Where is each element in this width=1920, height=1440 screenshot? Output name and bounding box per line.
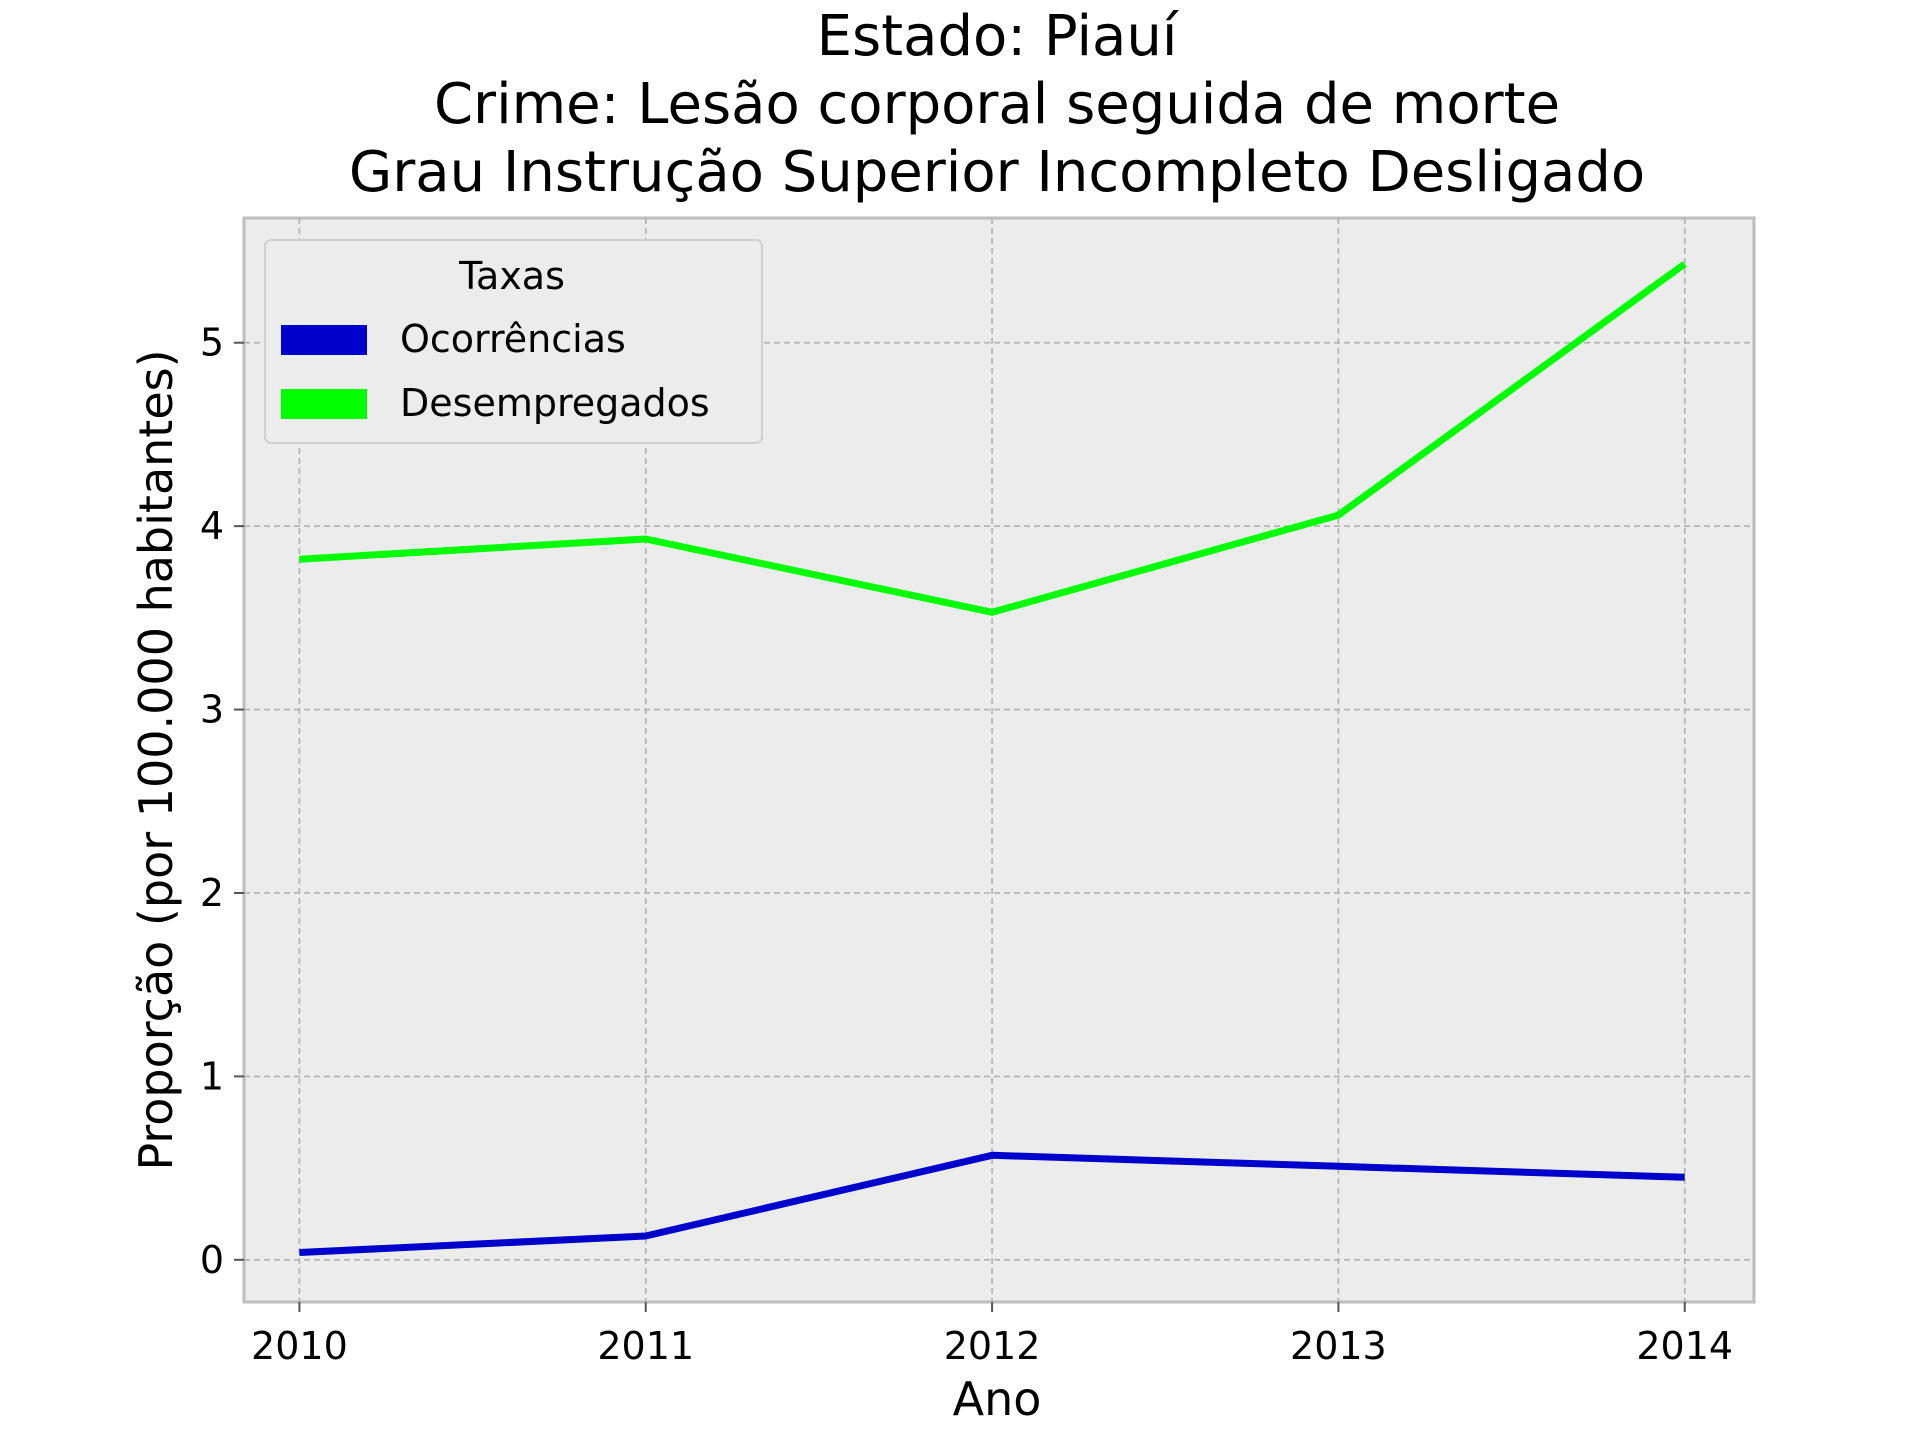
x-tick-label-2013: 2013 — [1290, 1324, 1387, 1368]
legend-swatch-desempregados — [281, 389, 367, 419]
y-axis-label: Proporção (por 100.000 habitantes) — [129, 349, 183, 1170]
x-tick-label-2012: 2012 — [944, 1324, 1041, 1368]
legend-swatch-ocorrencias — [281, 325, 367, 355]
title-line-2: Crime: Lesão corporal seguida de morte — [434, 72, 1560, 137]
x-axis-label: Ano — [953, 1372, 1042, 1426]
legend-title: Taxas — [458, 254, 565, 298]
y-tick-label-0: 0 — [200, 1238, 224, 1282]
legend-label-ocorrencias: Ocorrências — [400, 317, 626, 361]
y-tick-label-3: 3 — [200, 688, 224, 732]
series-line-ocorrencias — [299, 1151, 1685, 1256]
y-tick-label-4: 4 — [200, 504, 224, 548]
series-line-desempregados — [299, 261, 1687, 616]
y-tick-label-1: 1 — [200, 1054, 224, 1098]
legend-label-desempregados: Desempregados — [400, 381, 710, 425]
x-tick-label-2010: 2010 — [251, 1324, 348, 1368]
series-lines — [299, 261, 1687, 1256]
y-tick-label-2: 2 — [200, 871, 224, 915]
tick-labels: 2010 2011 2012 2013 2014 0 1 2 3 4 5 — [200, 321, 1733, 1368]
x-tick-label-2011: 2011 — [597, 1324, 694, 1368]
legend: Taxas Ocorrências Desempregados — [264, 239, 763, 444]
x-tick-label-2014: 2014 — [1636, 1324, 1733, 1368]
title-line-3: Grau Instrução Superior Incompleto Desli… — [349, 140, 1645, 205]
chart-title: Estado: Piauí Crime: Lesão corporal segu… — [349, 4, 1645, 205]
title-line-1: Estado: Piauí — [817, 4, 1180, 69]
legend-box — [264, 239, 763, 444]
y-tick-label-5: 5 — [200, 321, 224, 365]
